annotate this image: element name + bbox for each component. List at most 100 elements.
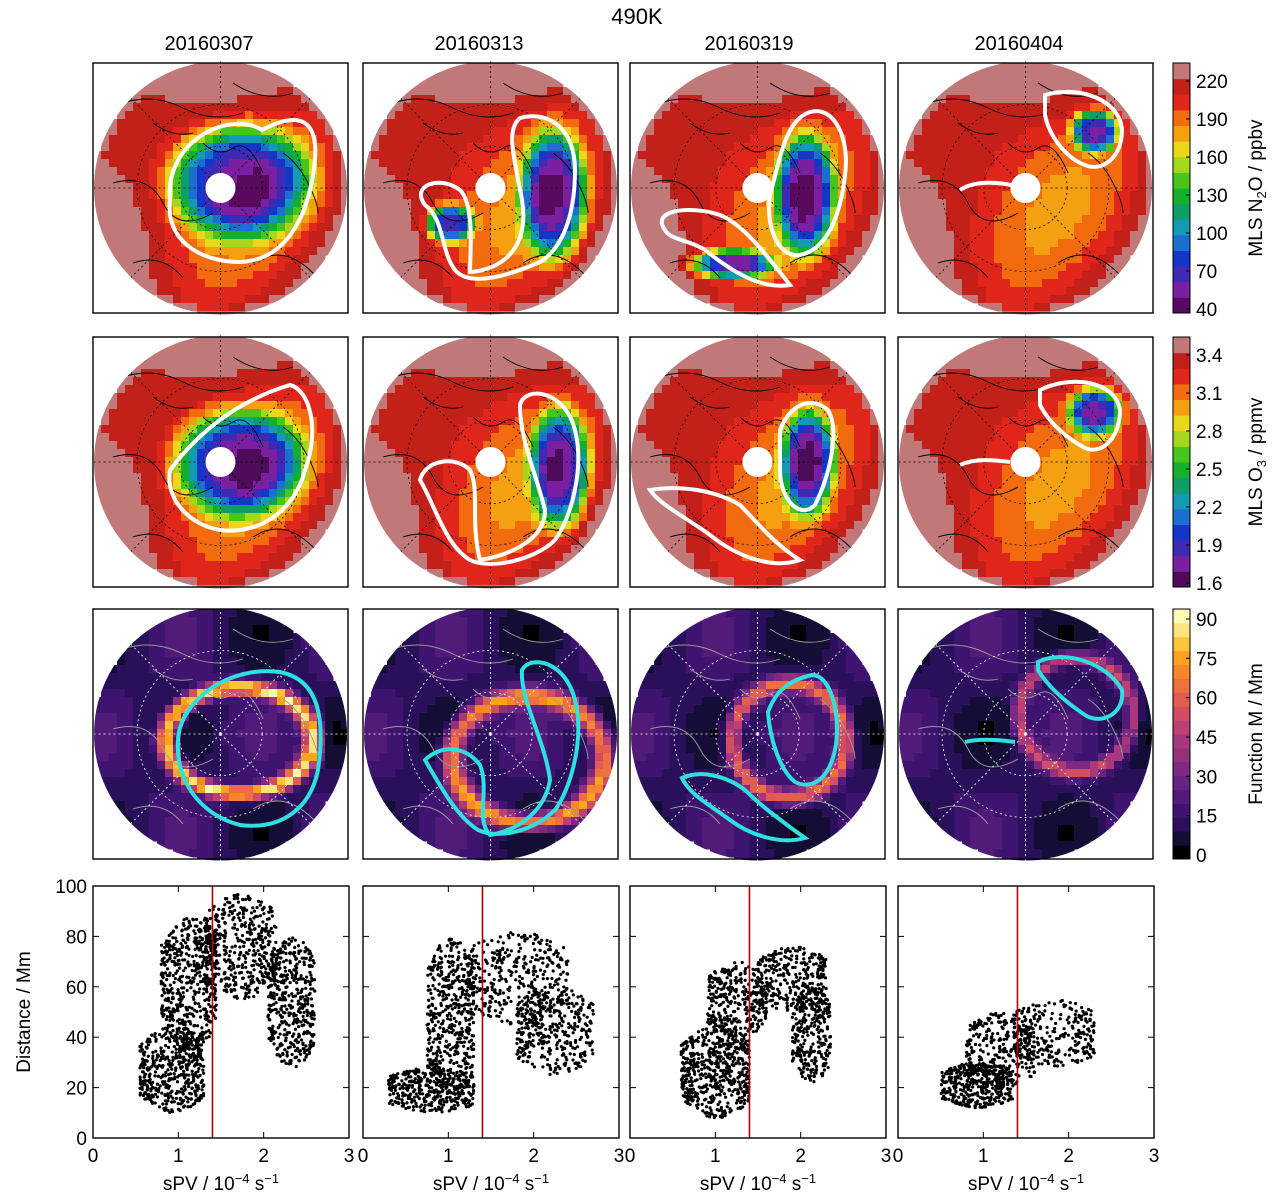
field-cell (1050, 63, 1059, 72)
field-cell (499, 537, 508, 546)
field-cell (395, 215, 404, 224)
field-cell (189, 223, 198, 232)
field-cell (443, 513, 452, 522)
field-cell (563, 441, 572, 450)
field-cell (451, 151, 460, 160)
field-cell (245, 433, 254, 442)
field-cell (277, 441, 286, 450)
field-cell (962, 239, 971, 248)
field-cell (579, 489, 588, 498)
field-cell (269, 449, 278, 458)
field-cell (149, 497, 158, 506)
field-cell (403, 151, 412, 160)
field-cell (269, 175, 278, 184)
field-cell (403, 143, 412, 152)
field-cell (213, 71, 222, 80)
field-cell (694, 135, 703, 144)
field-cell (197, 465, 206, 474)
field-cell (563, 159, 572, 168)
field-cell (149, 377, 158, 386)
field-cell (978, 175, 987, 184)
field-cell (930, 231, 939, 240)
field-cell (579, 167, 588, 176)
field-cell (221, 441, 230, 450)
field-cell (443, 481, 452, 490)
field-cell (539, 143, 548, 152)
field-cell (229, 127, 238, 136)
field-cell (117, 481, 126, 490)
field-cell (547, 473, 556, 482)
field-cell (269, 481, 278, 490)
field-cell (1114, 247, 1123, 256)
field-cell (333, 175, 342, 184)
field-cell (293, 175, 302, 184)
field-cell (237, 127, 246, 136)
field-cell (774, 127, 783, 136)
field-cell (221, 239, 230, 248)
field-cell (1114, 199, 1123, 208)
field-cell (213, 239, 222, 248)
field-cell (157, 561, 166, 570)
field-cell (547, 215, 556, 224)
field-cell (459, 135, 468, 144)
field-cell (277, 369, 286, 378)
coastline (422, 122, 464, 135)
field-cell (435, 433, 444, 442)
field-cell (277, 449, 286, 458)
field-cell (117, 207, 126, 216)
field-cell (555, 513, 564, 522)
field-cell (539, 537, 548, 546)
field-cell (483, 127, 492, 136)
field-cell (1082, 143, 1091, 152)
field-cell (499, 409, 508, 418)
field-cell (165, 223, 174, 232)
field-cell (515, 287, 524, 296)
field-cell (443, 127, 452, 136)
field-cell (237, 433, 246, 442)
field-cell (1106, 247, 1115, 256)
field-cell (419, 127, 428, 136)
field-cell (277, 167, 286, 176)
field-cell (523, 433, 532, 442)
field-cell (1010, 271, 1019, 280)
field-cell (221, 385, 230, 394)
field-cell (830, 95, 839, 104)
field-cell (197, 151, 206, 160)
field-cell (1050, 255, 1059, 264)
field-cell (970, 71, 979, 80)
field-cell (94, 183, 102, 192)
field-cell (435, 231, 444, 240)
field-cell (718, 167, 727, 176)
field-cell (117, 215, 126, 224)
field-cell (547, 255, 556, 264)
field-cell (515, 505, 524, 514)
field-cell (750, 207, 759, 216)
field-cell (1130, 215, 1139, 224)
field-cell (403, 409, 412, 418)
field-cell (686, 263, 695, 272)
field-cell (734, 279, 743, 288)
field-cell (515, 215, 524, 224)
field-cell (459, 175, 468, 184)
field-cell (157, 159, 166, 168)
field-cell (1090, 127, 1099, 136)
field-cell (806, 199, 815, 208)
field-cell (1130, 175, 1139, 184)
field-cell (899, 183, 907, 192)
field-cell (293, 377, 302, 386)
field-cell (253, 183, 262, 192)
field-cell (459, 239, 468, 248)
field-cell (758, 199, 767, 208)
field-cell (229, 401, 238, 410)
field-cell (277, 417, 286, 426)
field-cell (94, 441, 102, 450)
field-cell (395, 255, 404, 264)
field-cell (309, 119, 318, 128)
field-cell (443, 111, 452, 120)
field-cell (451, 191, 460, 200)
field-cell (710, 151, 719, 160)
field-cell (638, 151, 647, 160)
field-cell (646, 143, 655, 152)
field-cell (1026, 127, 1035, 136)
field-cell (790, 215, 799, 224)
